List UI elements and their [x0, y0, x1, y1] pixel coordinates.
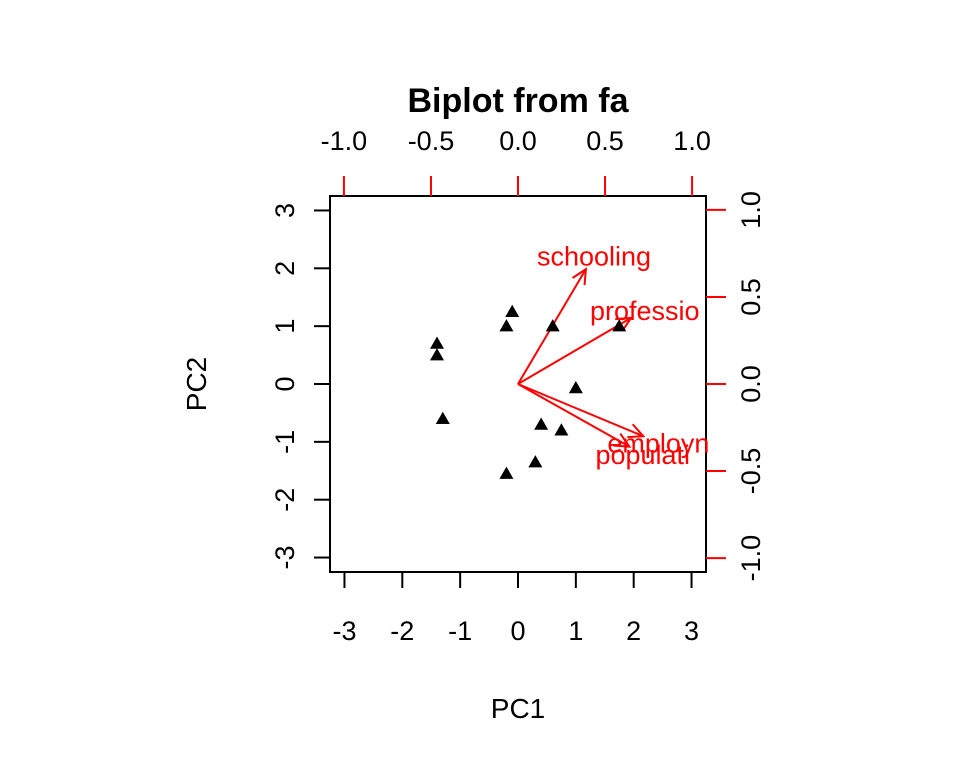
loading-label: schooling — [537, 241, 651, 271]
score-point — [545, 319, 560, 332]
loading-arrow-head — [572, 267, 588, 286]
score-point — [499, 319, 514, 332]
top-tick-label: 0.0 — [499, 126, 537, 156]
right-tick-label: 1.0 — [736, 191, 766, 229]
x-tick-label: 2 — [626, 616, 641, 646]
loading-label: populati — [595, 440, 690, 470]
score-point — [568, 381, 583, 394]
score-point — [435, 411, 450, 424]
score-point — [499, 466, 514, 479]
loading-arrow-shaft — [517, 383, 644, 438]
x-tick-label: -3 — [332, 616, 356, 646]
y-tick-label: -1 — [270, 430, 300, 454]
loading-label: employn — [607, 428, 709, 458]
y-tick-label: 1 — [270, 319, 300, 334]
right-tick-label: 0.5 — [736, 278, 766, 316]
x-tick-label: 3 — [684, 616, 699, 646]
x-tick-label: -1 — [448, 616, 472, 646]
loading-label: professio — [590, 296, 700, 326]
score-point — [528, 455, 543, 468]
y-tick-label: -2 — [270, 488, 300, 512]
y-tick-label: 2 — [270, 261, 300, 276]
top-tick-label: -0.5 — [408, 126, 455, 156]
top-tick-label: 1.0 — [673, 126, 711, 156]
x-tick-label: 1 — [568, 616, 583, 646]
right-tick-label: 0.0 — [736, 365, 766, 403]
right-tick-label: -1.0 — [736, 535, 766, 582]
score-point — [534, 417, 549, 430]
loading-arrow-shaft — [517, 383, 630, 448]
y-tick-label: -3 — [270, 546, 300, 570]
chart-title: Biplot from fa — [408, 82, 630, 120]
loading-arrow-shaft — [517, 316, 632, 385]
x-tick-label: -2 — [390, 616, 414, 646]
right-tick-label: -0.5 — [736, 448, 766, 495]
loading-arrow-head — [627, 423, 646, 439]
loading-arrow-head — [613, 432, 632, 448]
top-tick-label: -1.0 — [321, 126, 368, 156]
x-tick-label: 0 — [510, 616, 525, 646]
score-point — [554, 423, 569, 436]
score-point — [430, 336, 445, 349]
score-points-layer — [430, 304, 627, 479]
y-tick-label: 0 — [270, 376, 300, 391]
y-tick-label: 3 — [270, 203, 300, 218]
x-axis-label: PC1 — [491, 693, 545, 724]
score-point — [430, 348, 445, 361]
y-axis-label: PC2 — [181, 357, 212, 411]
top-tick-label: 0.5 — [586, 126, 624, 156]
loading-arrow-head — [615, 316, 634, 332]
axes-layer: -3 -2 -1 0 1 2 3 -3 -2 -1 0 1 2 3 -1.0 -0.5 0.0 0.5 1.0 -1.… — [270, 126, 766, 646]
score-point — [612, 319, 627, 332]
score-point — [505, 304, 520, 317]
